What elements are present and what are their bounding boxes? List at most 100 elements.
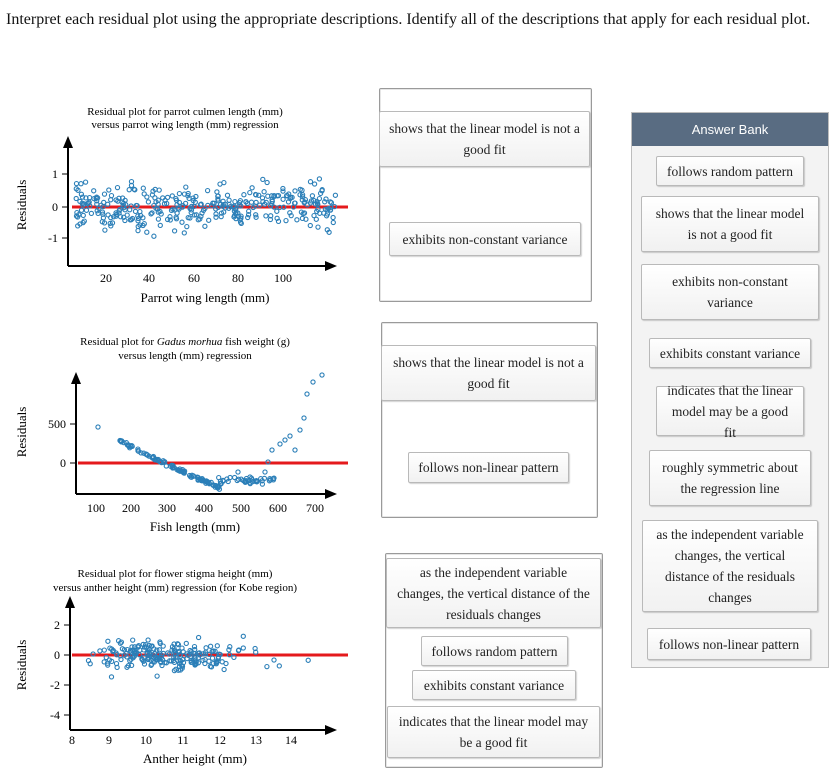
residual-point xyxy=(299,197,305,203)
residual-point xyxy=(322,199,328,205)
residual-point xyxy=(218,481,224,487)
residual-point xyxy=(181,230,187,236)
residual-point xyxy=(234,477,240,484)
residual-point xyxy=(155,652,161,658)
residual-point xyxy=(127,217,133,223)
residual-point xyxy=(265,459,271,465)
residual-point xyxy=(129,653,135,659)
x-tick-label: 500 xyxy=(232,501,250,515)
residual-point xyxy=(129,644,135,650)
residual-point xyxy=(311,212,317,219)
residual-point xyxy=(151,233,157,239)
residual-point xyxy=(124,654,130,660)
residual-point xyxy=(218,210,225,216)
answer-bank-item[interactable]: exhibits constant variance xyxy=(649,338,811,368)
residual-point xyxy=(128,182,135,189)
residual-point xyxy=(206,481,213,487)
residual-point xyxy=(144,194,150,200)
residual-point xyxy=(285,199,292,205)
residual-point xyxy=(174,654,180,660)
x-tick-label: 80 xyxy=(232,271,244,285)
placed-tile[interactable]: exhibits constant variance xyxy=(412,670,576,700)
residual-point xyxy=(253,192,259,198)
residual-point xyxy=(130,637,136,643)
residual-point xyxy=(209,655,216,661)
residual-point xyxy=(331,203,338,210)
x-tick-label: 700 xyxy=(306,501,324,515)
residual-point xyxy=(154,673,160,679)
residual-point xyxy=(267,203,274,209)
residual-point xyxy=(108,197,114,203)
y-tick-label: 0 xyxy=(60,456,66,470)
placed-tile[interactable]: as the independent variable changes, the… xyxy=(386,558,601,628)
residual-point xyxy=(150,658,157,664)
residual-point xyxy=(83,207,90,213)
answer-bank-item[interactable]: indicates that the linear model may be a… xyxy=(656,383,804,440)
residual-point xyxy=(221,666,227,673)
placed-tile[interactable]: indicates that the linear model may be a… xyxy=(387,706,600,758)
residual-point xyxy=(259,481,266,487)
residual-point xyxy=(101,647,107,653)
residual-point xyxy=(143,644,149,650)
answer-bank-item[interactable]: exhibits non-constant variance xyxy=(641,264,819,320)
residual-point xyxy=(231,654,237,661)
answer-bank-item[interactable]: follows non-linear pattern xyxy=(647,628,811,660)
placed-tile[interactable]: shows that the linear model is not a goo… xyxy=(379,111,590,167)
answer-bank-item[interactable]: shows that the linear model is not a goo… xyxy=(641,196,819,252)
residual-point xyxy=(319,187,325,193)
plot-title-line2: versus anther height (mm) regression (fo… xyxy=(53,582,297,594)
residual-point xyxy=(188,651,194,657)
residual-point xyxy=(287,433,293,439)
residual-point xyxy=(85,200,92,206)
residual-point xyxy=(172,648,178,654)
residual-point xyxy=(95,210,101,217)
residual-point xyxy=(277,441,283,447)
residual-point xyxy=(302,197,309,203)
residual-point xyxy=(169,647,175,653)
answer-bank-item[interactable]: follows random pattern xyxy=(656,156,804,186)
residual-point xyxy=(213,660,220,666)
placed-tile[interactable]: exhibits non-constant variance xyxy=(389,222,581,256)
residual-point xyxy=(167,214,173,220)
residual-point xyxy=(80,212,86,219)
residual-point xyxy=(157,222,163,229)
y-axis-label: Residuals xyxy=(14,407,29,458)
residual-point xyxy=(238,213,244,219)
residual-point xyxy=(177,651,183,658)
residual-point xyxy=(144,452,150,458)
residual-point xyxy=(184,223,190,230)
residual-point xyxy=(124,664,130,670)
answer-bank-title: Answer Bank xyxy=(632,113,828,146)
residual-point xyxy=(218,213,224,220)
residual-point xyxy=(95,424,101,430)
residual-point xyxy=(267,477,274,483)
residual-point xyxy=(270,475,276,482)
placed-tile[interactable]: follows non-linear pattern xyxy=(408,452,569,483)
residual-point xyxy=(227,644,233,650)
placed-tile[interactable]: shows that the linear model is not a goo… xyxy=(381,345,596,401)
residual-point xyxy=(303,216,309,222)
residual-point xyxy=(174,641,181,647)
residual-point xyxy=(314,198,320,205)
placed-tile[interactable]: follows random pattern xyxy=(421,636,568,666)
residual-point xyxy=(135,227,141,234)
residual-point xyxy=(141,661,148,667)
residual-point xyxy=(198,201,204,207)
residual-point xyxy=(231,214,237,220)
residual-point xyxy=(214,643,220,649)
plot-title-line2: versus parrot wing length (mm) regressio… xyxy=(91,119,279,131)
residual-point xyxy=(263,213,269,219)
residual-point xyxy=(145,199,152,205)
residual-point xyxy=(280,185,286,192)
residual-points xyxy=(73,176,339,239)
residual-point xyxy=(307,222,313,229)
residual-point xyxy=(240,633,246,639)
answer-bank-item[interactable]: as the independent variable changes, the… xyxy=(642,520,818,612)
answer-bank-item[interactable]: roughly symmetric about the regression l… xyxy=(649,450,811,506)
y-tick-label: -4 xyxy=(50,708,60,722)
residual-point xyxy=(122,207,128,213)
residual-point xyxy=(267,216,274,223)
flower-plot-svg: Residual plot for flower stigma height (… xyxy=(14,568,348,766)
residual-point xyxy=(148,211,154,217)
residual-point xyxy=(240,645,246,651)
